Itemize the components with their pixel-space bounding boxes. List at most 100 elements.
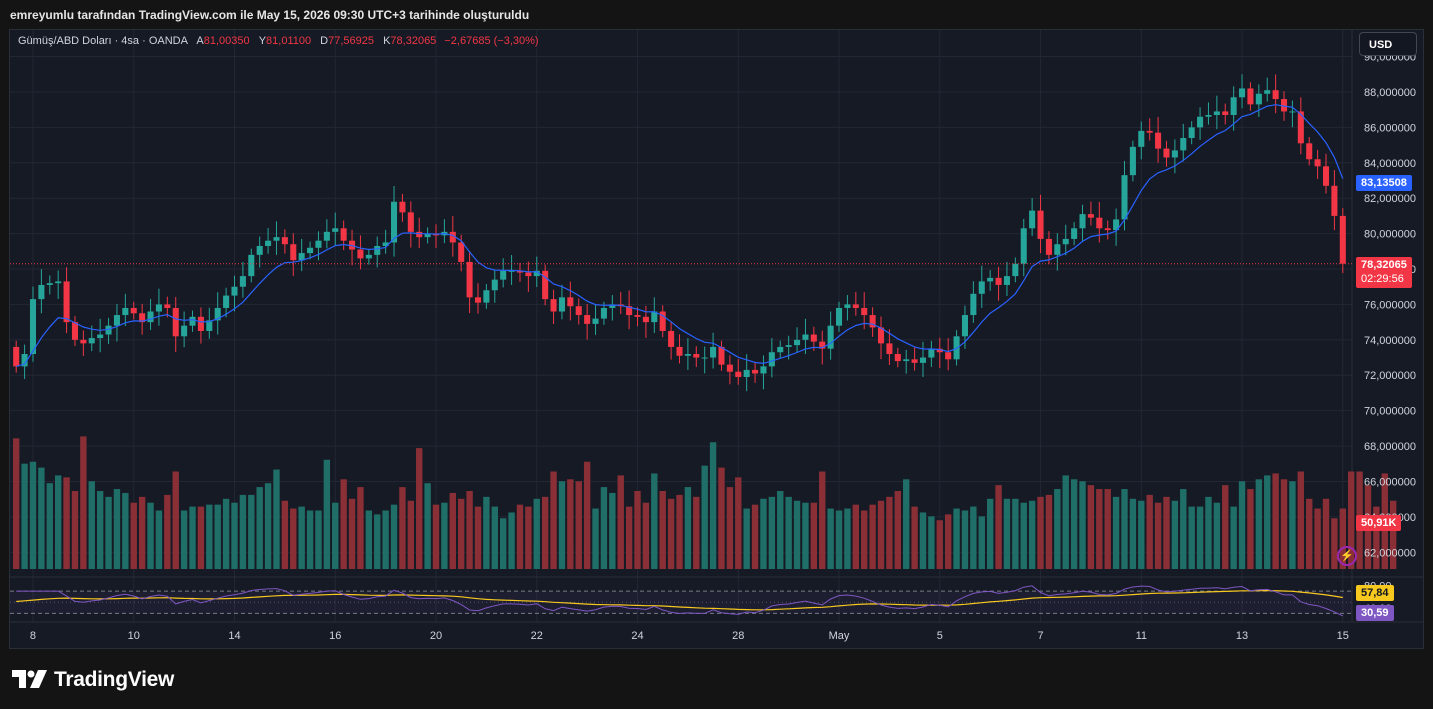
candle-body <box>735 371 742 378</box>
candle-body <box>113 315 120 326</box>
candle-body <box>231 286 238 296</box>
volume-bar <box>1180 489 1187 569</box>
candle-body <box>533 270 540 277</box>
volume-bar <box>1112 496 1120 569</box>
candle-body <box>1012 263 1019 277</box>
volume-bar <box>768 496 776 569</box>
volume-bar <box>869 504 876 569</box>
candle-body <box>248 254 255 277</box>
price-tick-label: 76,000000 <box>1364 299 1416 311</box>
candle-body <box>88 338 95 344</box>
candle-body <box>819 341 826 349</box>
volume-bar <box>54 475 62 569</box>
candle-body <box>987 277 994 282</box>
candle-body <box>1045 238 1052 255</box>
volume-bar <box>122 492 129 569</box>
volume-bar <box>693 496 700 569</box>
candle-body <box>609 304 616 308</box>
candle-body <box>651 311 658 323</box>
volume-bar <box>1020 502 1027 569</box>
candle-body <box>668 330 675 347</box>
candle-body <box>340 228 347 241</box>
lightning-icon[interactable]: ⚡ <box>1337 546 1357 566</box>
time-tick-label: 28 <box>732 630 744 642</box>
volume-bar <box>550 471 557 569</box>
candle-body <box>1096 217 1103 229</box>
volume-bar <box>726 487 734 569</box>
candle-body <box>21 354 28 367</box>
volume-bar <box>46 483 53 569</box>
volume-bar <box>970 506 977 569</box>
volume-bar <box>777 491 784 569</box>
candle-body <box>206 320 213 331</box>
candle-body <box>399 201 406 213</box>
volume-bar <box>29 461 37 569</box>
candle-body <box>1331 185 1338 216</box>
volume-bar <box>1138 500 1145 569</box>
candle-body <box>424 233 431 238</box>
candle-body <box>449 231 456 243</box>
volume-bar <box>659 491 666 569</box>
volume-bar <box>1096 489 1103 569</box>
moving-average-line <box>16 104 1344 367</box>
candle-body <box>1188 127 1195 138</box>
volume-bar <box>21 463 28 569</box>
volume-bar <box>1012 498 1019 569</box>
candle-body <box>491 279 498 291</box>
candle-body <box>1129 146 1136 176</box>
candle-body <box>903 359 910 362</box>
candle-body <box>63 281 70 323</box>
price-tick-label: 66,000000 <box>1364 476 1416 488</box>
low-label: D <box>320 35 329 47</box>
volume-bar <box>701 465 708 569</box>
time-tick-label: 14 <box>228 630 240 642</box>
rsi-band <box>10 591 1352 614</box>
candle-body <box>80 339 87 344</box>
candle-body <box>710 346 717 358</box>
candle-body <box>29 299 37 354</box>
price-tick-label: 70,000000 <box>1364 406 1416 418</box>
volume-bar <box>1247 489 1254 569</box>
candle-body <box>164 304 171 308</box>
high-value: 81,01100 <box>266 35 312 47</box>
volume-bar <box>474 506 482 569</box>
volume-bar <box>1272 473 1279 569</box>
volume-bar <box>592 508 599 569</box>
volume-bar <box>1163 496 1170 569</box>
candle-body <box>1205 114 1212 117</box>
candle-body <box>1180 138 1187 151</box>
rsi-pane: 80,0040,00 <box>10 581 1392 617</box>
volume-bar <box>273 469 280 569</box>
candle-body <box>802 334 809 340</box>
candle-body <box>877 327 885 344</box>
volume-bar <box>1154 502 1162 569</box>
candle-body <box>391 201 398 243</box>
candle-body <box>1171 150 1178 158</box>
candle-body <box>525 272 532 277</box>
candle-body <box>105 325 112 335</box>
time-tick-label: May <box>829 630 850 642</box>
symbol-legend: Gümüş/ABD Doları · 4sa · OANDA A81,00350… <box>18 35 539 47</box>
volume-bar <box>802 502 809 569</box>
volume-bar <box>1280 479 1288 569</box>
volume-bar <box>466 491 473 569</box>
currency-button[interactable]: USD <box>1359 32 1417 56</box>
candle-body <box>281 237 288 245</box>
volume-bar <box>1205 496 1212 569</box>
candle-body <box>97 334 104 339</box>
candle-body <box>357 249 364 259</box>
volume-bar <box>886 496 893 569</box>
volume-bar <box>810 502 818 569</box>
price-tick-label: 86,000000 <box>1364 122 1416 134</box>
volume-bar <box>88 481 95 569</box>
volume-bar <box>978 516 985 569</box>
candle-body <box>676 346 683 356</box>
candle-body <box>995 277 1002 285</box>
change-value: −2,67685 (−3,30%) <box>444 35 539 47</box>
candle-body <box>323 231 330 241</box>
candle-body <box>38 284 45 300</box>
volume-bar <box>357 487 364 569</box>
candle-body <box>1113 219 1120 231</box>
candle-body <box>315 240 322 248</box>
